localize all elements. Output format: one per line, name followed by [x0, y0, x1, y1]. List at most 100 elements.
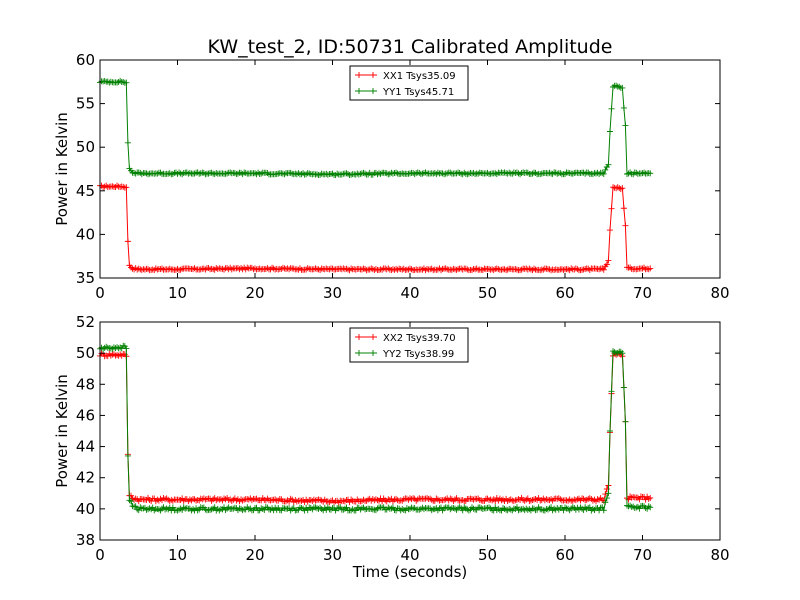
data-point	[411, 171, 418, 178]
data-point	[574, 496, 581, 503]
data-point	[441, 171, 448, 178]
data-point	[619, 350, 626, 357]
data-point	[602, 166, 609, 173]
data-point	[324, 171, 331, 178]
data-point	[120, 183, 127, 190]
data-point	[529, 170, 536, 177]
data-point	[647, 494, 654, 501]
data-point	[202, 171, 209, 178]
data-point	[248, 264, 255, 271]
data-point	[117, 344, 124, 351]
legend-entry: XX2 Tsys39.70	[383, 333, 456, 344]
data-point	[377, 170, 384, 177]
data-point	[634, 265, 641, 272]
data-point	[606, 428, 613, 434]
x-tick-label: 60	[555, 546, 574, 564]
series-line	[99, 184, 651, 271]
data-point	[352, 507, 359, 514]
legend-swatch-marker	[356, 334, 362, 340]
data-point	[479, 505, 486, 512]
data-point	[509, 170, 516, 177]
data-point	[252, 496, 258, 503]
data-point	[202, 496, 209, 503]
data-point	[349, 506, 356, 513]
data-point	[602, 499, 609, 506]
x-tick-label: 0	[95, 546, 105, 564]
y-tick-label: 40	[76, 225, 95, 243]
data-point	[208, 506, 215, 513]
data-point	[641, 169, 648, 176]
data-point	[385, 265, 392, 272]
legend-entry: YY1 Tsys45.71	[382, 87, 454, 98]
data-point	[103, 182, 110, 189]
data-point	[292, 170, 299, 177]
data-point	[420, 169, 427, 176]
data-point	[619, 84, 626, 91]
data-point	[109, 345, 116, 352]
legend-swatch-marker	[356, 72, 362, 78]
data-point	[109, 183, 116, 190]
data-point	[169, 504, 176, 511]
data-point	[213, 170, 220, 177]
data-point	[622, 418, 629, 425]
data-point	[362, 170, 369, 177]
data-point	[385, 171, 392, 178]
data-point	[338, 171, 345, 178]
data-point	[365, 496, 372, 503]
data-point	[513, 504, 520, 511]
data-point	[434, 169, 441, 176]
data-point	[312, 497, 319, 504]
data-point	[258, 170, 265, 177]
legend: XX1 Tsys35.09 YY1 Tsys45.71	[349, 65, 469, 101]
series-markers	[97, 350, 654, 506]
series-markers	[97, 182, 654, 274]
series-markers	[97, 342, 654, 514]
data-point	[606, 128, 613, 135]
y-tick-label: 40	[76, 500, 95, 518]
data-point	[479, 267, 486, 274]
data-point	[596, 266, 603, 273]
data-point	[442, 496, 449, 503]
data-point	[593, 170, 599, 177]
data-point	[194, 497, 201, 504]
x-tick-label: 70	[633, 546, 652, 564]
series-2-2	[97, 342, 654, 514]
data-point	[239, 497, 246, 504]
data-point	[619, 185, 626, 192]
data-point	[589, 171, 596, 178]
data-point	[293, 266, 300, 273]
data-point	[600, 170, 607, 177]
y-tick-label: 55	[76, 95, 95, 113]
data-point	[560, 266, 567, 273]
data-point	[386, 497, 393, 503]
y-tick-label: 46	[76, 406, 95, 424]
data-point	[642, 496, 649, 503]
data-point	[374, 505, 381, 512]
data-point	[252, 170, 258, 177]
data-point	[507, 506, 514, 513]
x-tick-label: 30	[323, 546, 342, 564]
data-point	[245, 265, 252, 272]
data-point	[620, 205, 627, 212]
data-point	[469, 267, 475, 274]
data-point	[200, 169, 207, 176]
series-1-2	[97, 77, 654, 179]
data-point	[239, 507, 246, 514]
data-point	[517, 267, 524, 274]
data-point	[234, 170, 241, 177]
data-point	[135, 265, 142, 272]
x-tick-label: 30	[323, 284, 342, 302]
data-point	[162, 496, 169, 503]
data-point	[191, 496, 198, 503]
series-1-1	[97, 182, 654, 274]
data-point	[606, 227, 613, 234]
x-tick-label: 10	[168, 284, 187, 302]
figure-title: KW_test_2, ID:50731 Calibrated Amplitude	[208, 36, 613, 58]
data-point	[447, 169, 454, 176]
legend-swatch-marker	[356, 88, 362, 94]
data-point	[146, 505, 153, 512]
data-point	[124, 238, 131, 245]
data-point	[216, 265, 223, 272]
data-point	[506, 497, 513, 503]
